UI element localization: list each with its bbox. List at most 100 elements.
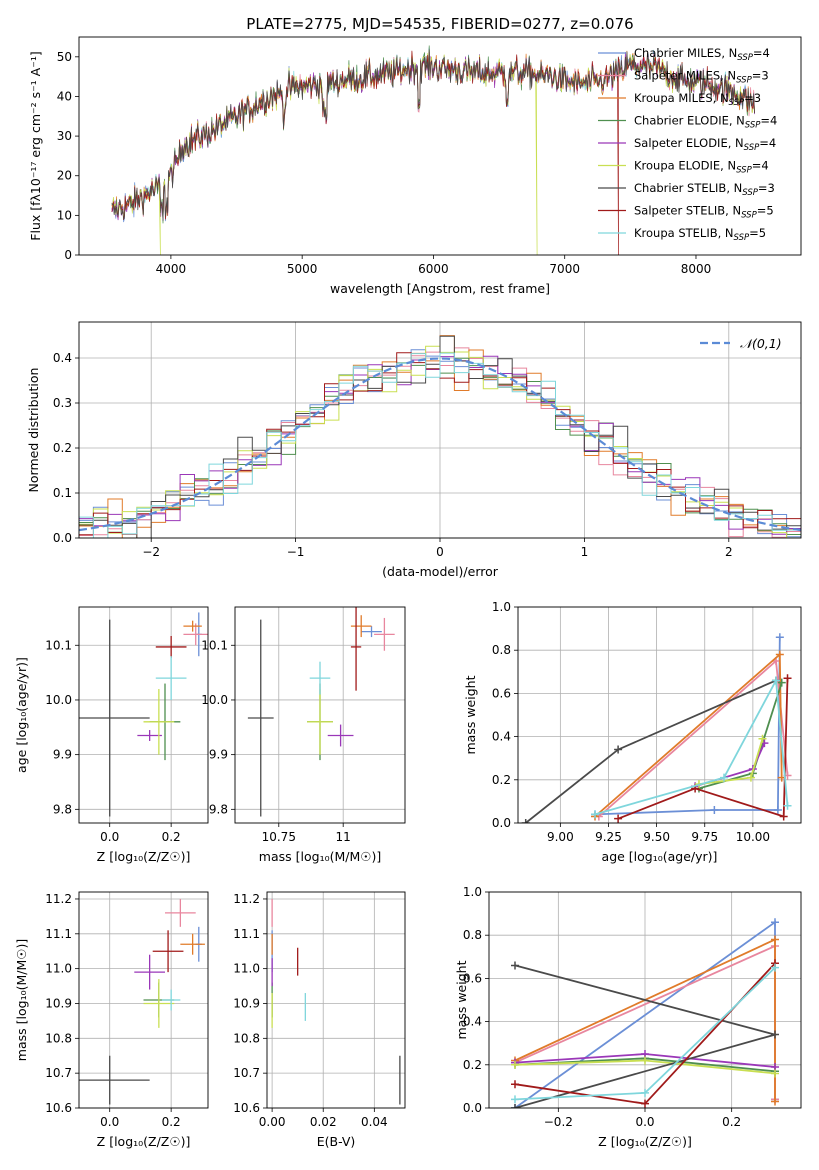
weight-marker (771, 935, 779, 944)
weight-marker (511, 1104, 519, 1108)
histogram-6 (79, 335, 801, 538)
x-tick-label: −1 (287, 545, 305, 559)
weight-marker (641, 1088, 649, 1097)
y-tick-label: 10 (57, 208, 72, 222)
spectrum-legend: Chabrier MILES, NSSP=4 Salpeter MILES, NS… (598, 46, 777, 243)
y-tick-label: 11.0 (233, 962, 260, 976)
panel-age_vs_mass: 10.75 11 9.8 9.9 10.0 10.1 mass [log₁₀(M/M☉)] (201, 606, 406, 864)
weight-line-0 (594, 637, 781, 816)
x-tick-label: 9.75 (691, 830, 718, 844)
errorbar-point (350, 607, 362, 691)
legend-label: Chabrier MILES, NSSP=4 (634, 46, 770, 63)
errorbar-point (137, 730, 162, 741)
x-axis-label: Z [log₁₀(Z/Z☉)] (598, 1134, 692, 1149)
weight-marker (783, 801, 792, 810)
y-tick-label: 11.1 (233, 927, 260, 941)
weight-marker (641, 1099, 649, 1108)
x-tick-label: 11 (336, 830, 351, 844)
y-tick-label: 0.4 (53, 351, 72, 365)
errorbar-point (79, 619, 150, 817)
x-tick-label: 0.0 (100, 1115, 119, 1129)
y-tick-label: 0.3 (53, 396, 72, 410)
axes-frame (78, 606, 209, 824)
y-tick-label: 11.2 (233, 892, 260, 906)
y-axis-label: Flux [fλ10⁻¹⁷ erg cm⁻² s⁻¹ A⁻¹] (28, 51, 43, 240)
y-axis-label: Normed distribution (26, 368, 41, 493)
y-tick-label: 10.1 (45, 638, 72, 652)
errorbar-point (309, 661, 331, 695)
y-tick-label: 11.1 (45, 927, 72, 941)
y-tick-label: 0.4 (492, 730, 511, 744)
legend-label: Kroupa ELODIE, NSSP=4 (634, 159, 769, 176)
errorbar-point (152, 930, 184, 973)
weight-marker (771, 963, 779, 972)
legend-label: Chabrier STELIB, NSSP=3 (634, 181, 775, 198)
y-tick-label: 40 (57, 89, 72, 103)
x-axis-label: wavelength [Angstrom, rest frame] (330, 281, 550, 296)
errorbar-point (350, 615, 372, 638)
plot-area-weight_vs_Z (511, 918, 779, 1108)
y-tick-label: 0 (64, 248, 72, 262)
weight-marker (511, 1095, 519, 1104)
y-tick-label: 0.6 (492, 686, 511, 700)
y-tick-label: 0.2 (53, 441, 72, 455)
y-tick-label: 0.1 (53, 486, 72, 500)
y-tick-label: 9.8 (53, 802, 72, 816)
y-tick-label: 30 (57, 129, 72, 143)
x-axis-label: age [log₁₀(age/yr)] (602, 849, 718, 864)
x-tick-label: 10.00 (736, 830, 770, 844)
x-axis-label: Z [log₁₀(Z/Z☉)] (97, 849, 191, 864)
x-tick-label: 0.00 (259, 1115, 286, 1129)
y-tick-label: 10.8 (233, 1031, 260, 1045)
weight-marker (614, 745, 623, 754)
y-tick-label: 11.2 (45, 892, 72, 906)
errorbar-point (374, 617, 395, 651)
errorbar-point (155, 656, 187, 700)
y-tick-label: 10.0 (45, 693, 72, 707)
x-axis-label: Z [log₁₀(Z/Z☉)] (97, 1134, 191, 1149)
weight-marker (511, 1060, 519, 1069)
legend-label: Kroupa MILES, NSSP=3 (634, 91, 761, 108)
y-tick-label: 1.0 (463, 885, 482, 899)
weight-marker (777, 678, 786, 687)
y-tick-label: 10.1 (201, 638, 228, 652)
plot-area-mass_vs_EBV (271, 898, 401, 1105)
x-tick-label: 0 (436, 545, 444, 559)
weight-line-2 (594, 652, 783, 818)
weight-marker (771, 1097, 779, 1106)
y-tick-label: 10.6 (45, 1101, 72, 1115)
x-tick-label: 7000 (549, 262, 580, 276)
weight-marker (591, 810, 600, 819)
errorbar-point (143, 689, 175, 755)
x-tick-label: 10.75 (262, 830, 296, 844)
weight-marker (521, 819, 530, 823)
weight-marker (511, 1080, 519, 1089)
axes-frame (266, 891, 406, 1109)
y-axis-label: age [log₁₀(age/yr)] (14, 657, 29, 773)
x-tick-label: 1 (581, 545, 589, 559)
errorbar-point (183, 623, 208, 646)
y-tick-label: 10.9 (233, 996, 260, 1010)
errorbar-point (79, 1055, 150, 1105)
weight-marker (771, 1069, 779, 1078)
weight-marker (511, 961, 519, 970)
errorbar-point (155, 635, 187, 658)
x-axis-label: E(B-V) (317, 1134, 356, 1149)
plot-area-residuals (79, 335, 801, 538)
weight-line-7 (617, 678, 789, 820)
y-tick-label: 0.6 (463, 971, 482, 985)
legend-label: Kroupa STELIB, NSSP=5 (634, 226, 766, 243)
panel-mass_vs_Z: 0.0 0.2 10.6 10.7 10.8 10.9 11.0 11.1 11.2 Z [log… (14, 891, 209, 1149)
plot-area-age_vs_mass (247, 607, 395, 817)
weight-marker (775, 650, 784, 659)
y-tick-label: 9.9 (53, 748, 72, 762)
y-tick-label: 0.8 (492, 643, 511, 657)
y-tick-label: 10.0 (201, 693, 228, 707)
x-tick-label: 0.0 (100, 830, 119, 844)
x-tick-label: 0.02 (310, 1115, 337, 1129)
x-tick-label: 0.0 (635, 1115, 654, 1129)
errorbar-point (247, 619, 274, 817)
errorbar-point (161, 989, 181, 1011)
plot-area-spectrum (111, 45, 755, 255)
weight-marker (779, 812, 788, 821)
